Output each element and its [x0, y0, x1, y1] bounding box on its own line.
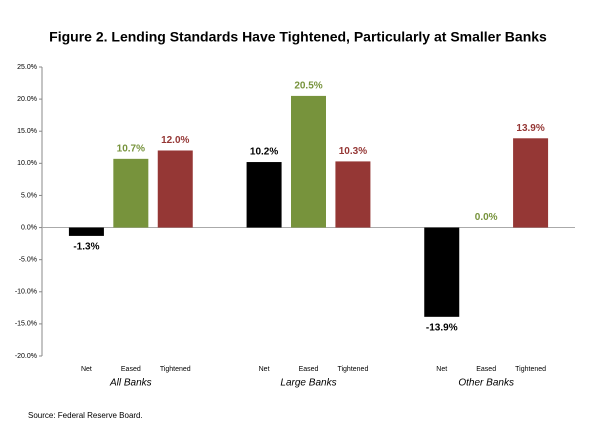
data-label: -13.9%	[426, 322, 458, 333]
y-tick-label: 15.0%	[17, 128, 37, 135]
x-tick-label: Eased	[476, 366, 496, 373]
x-tick-label: Tightened	[515, 366, 546, 373]
bar	[113, 158, 149, 228]
x-tick-label: Net	[81, 366, 92, 373]
y-tick-label: -10.0%	[15, 289, 37, 296]
bar	[291, 95, 326, 228]
y-tick-label: -15.0%	[15, 321, 37, 328]
bar	[424, 227, 460, 317]
x-tick-label: Eased	[121, 366, 141, 373]
data-label: 0.0%	[475, 212, 498, 223]
group-label: All Banks	[109, 378, 152, 389]
y-tick-label: -5.0%	[19, 257, 37, 264]
data-label: 10.3%	[339, 146, 367, 157]
y-tick-label: 5.0%	[21, 192, 37, 199]
bar	[513, 138, 549, 228]
data-label: 12.0%	[161, 135, 189, 146]
y-tick-label: 20.0%	[17, 96, 37, 103]
data-label: 13.9%	[516, 123, 544, 134]
x-tick-label: Net	[436, 366, 447, 373]
y-tick-label: -20.0%	[15, 353, 37, 360]
bar	[246, 162, 282, 228]
x-tick-label: Tightened	[160, 366, 191, 373]
group-label: Large Banks	[280, 378, 336, 389]
source-note: Source: Federal Reserve Board.	[28, 411, 143, 420]
chart-title: Figure 2. Lending Standards Have Tighten…	[49, 29, 547, 45]
x-tick-label: Tightened	[337, 366, 368, 373]
y-tick-label: 10.0%	[17, 160, 37, 167]
x-tick-label: Net	[259, 366, 270, 373]
x-tick-label: Eased	[299, 366, 319, 373]
bar	[68, 227, 104, 236]
data-label: 10.2%	[250, 147, 278, 158]
bar	[335, 161, 371, 228]
data-label: 20.5%	[294, 81, 322, 92]
bar	[157, 150, 193, 228]
group-label: Other Banks	[458, 378, 514, 389]
data-label: 10.7%	[117, 143, 145, 154]
y-tick-label: 0.0%	[21, 224, 37, 231]
data-label: -1.3%	[73, 242, 99, 253]
y-tick-label: 25.0%	[17, 64, 37, 71]
